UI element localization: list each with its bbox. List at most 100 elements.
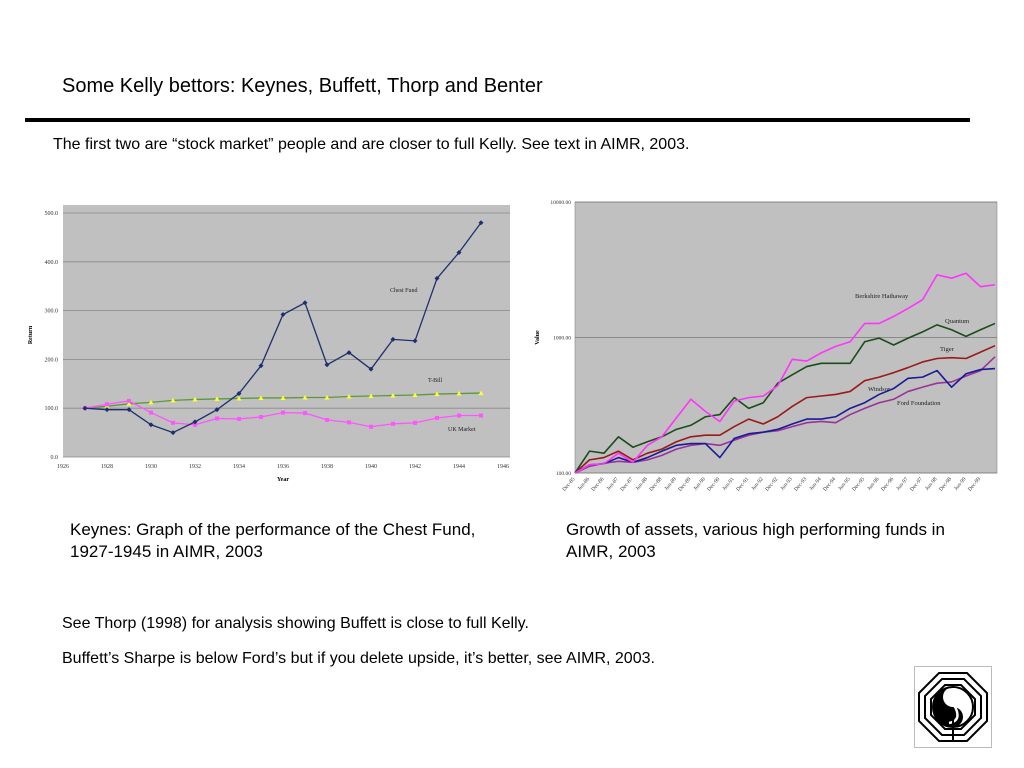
y-tick-label: 0.0 bbox=[51, 455, 59, 461]
y-tick-label: 100.00 bbox=[556, 471, 571, 477]
data-point bbox=[391, 421, 395, 426]
series-line-windsor bbox=[574, 367, 996, 474]
data-point bbox=[368, 366, 374, 372]
y-axis-label: Return bbox=[28, 325, 34, 344]
data-point bbox=[390, 393, 396, 398]
data-point bbox=[302, 394, 308, 400]
x-tick-label: Dec-93 bbox=[793, 476, 808, 492]
y-axis-label: Value bbox=[535, 330, 541, 345]
series-label-tiger: Tiger bbox=[940, 346, 955, 353]
x-tick-label: Jun-92 bbox=[751, 476, 765, 492]
x-axis-label: Year bbox=[277, 477, 289, 483]
series-line-berkshire-hathaway bbox=[574, 272, 996, 474]
data-point bbox=[215, 416, 219, 421]
data-point bbox=[171, 420, 175, 425]
x-tick-label: 1936 bbox=[277, 464, 289, 470]
x-tick-label: Jun-91 bbox=[722, 476, 736, 492]
data-point bbox=[368, 393, 374, 398]
data-point bbox=[280, 312, 286, 318]
data-point bbox=[302, 300, 308, 306]
x-tick-label: 1938 bbox=[321, 464, 333, 470]
caption-right: Growth of assets, various high performin… bbox=[566, 520, 945, 561]
series-label-quantum: Quantum bbox=[945, 318, 969, 325]
data-point bbox=[148, 399, 154, 405]
data-point bbox=[434, 391, 440, 397]
y-tick-label: 100.0 bbox=[45, 406, 59, 412]
x-tick-label: Dec-94 bbox=[822, 476, 837, 492]
y-tick-label: 200.0 bbox=[45, 357, 59, 363]
x-tick-label: Dec-85 bbox=[562, 476, 577, 492]
data-point bbox=[347, 420, 351, 425]
data-point bbox=[325, 417, 329, 422]
x-tick-label: 1930 bbox=[145, 464, 157, 470]
data-point bbox=[237, 416, 241, 421]
data-point bbox=[126, 407, 132, 413]
data-point bbox=[457, 413, 461, 418]
series-label-ford-foundation: Ford Foundation bbox=[897, 400, 941, 407]
x-tick-label: Dec-97 bbox=[909, 476, 924, 492]
x-tick-label: Jun-89 bbox=[664, 476, 678, 492]
x-tick-label: Jun-99 bbox=[953, 476, 967, 492]
data-point bbox=[170, 430, 176, 436]
data-point bbox=[456, 250, 462, 256]
y-tick-label: 1000.00 bbox=[553, 336, 571, 342]
data-point bbox=[193, 422, 197, 427]
x-tick-label: Jun-86 bbox=[577, 476, 591, 492]
data-point bbox=[435, 415, 439, 420]
series-label-berkshire-hathaway: Berkshire Hathaway bbox=[855, 293, 909, 300]
x-tick-label: Jun-96 bbox=[866, 476, 880, 492]
data-point bbox=[104, 407, 110, 413]
data-point bbox=[214, 407, 220, 413]
y-tick-label: 10000.00 bbox=[550, 200, 571, 206]
x-tick-label: Dec-95 bbox=[851, 476, 866, 492]
data-point bbox=[149, 410, 153, 415]
x-tick-label: Dec-88 bbox=[648, 476, 663, 492]
data-point bbox=[281, 410, 285, 415]
data-point bbox=[280, 395, 286, 400]
x-tick-label: 1926 bbox=[57, 464, 69, 470]
data-point bbox=[126, 401, 132, 406]
x-tick-label: Jun-95 bbox=[837, 476, 851, 492]
y-tick-label: 300.0 bbox=[45, 309, 59, 315]
data-point bbox=[478, 220, 484, 226]
data-point bbox=[236, 391, 242, 397]
series-label-windsor: Windsor bbox=[868, 386, 891, 393]
data-point bbox=[413, 420, 417, 425]
data-point bbox=[479, 413, 483, 418]
x-tick-label: 1946 bbox=[497, 464, 509, 470]
x-tick-label: Jun-98 bbox=[924, 476, 938, 492]
data-point bbox=[412, 338, 418, 344]
data-point bbox=[192, 396, 198, 402]
bagua-logo bbox=[914, 666, 992, 748]
x-tick-label: Dec-90 bbox=[706, 476, 721, 492]
x-tick-label: Jun-87 bbox=[606, 476, 620, 492]
x-tick-label: Dec-96 bbox=[880, 476, 895, 492]
x-tick-label: Jun-97 bbox=[895, 476, 909, 492]
data-point bbox=[478, 390, 484, 396]
x-tick-label: Jun-94 bbox=[809, 476, 823, 492]
x-tick-label: 1944 bbox=[453, 464, 465, 470]
series-label-chest-fund: Chest Fund bbox=[390, 288, 418, 294]
data-point bbox=[192, 419, 198, 425]
data-point bbox=[390, 336, 396, 342]
data-point bbox=[258, 395, 264, 400]
x-tick-label: Dec-91 bbox=[735, 476, 750, 492]
data-point bbox=[346, 393, 352, 399]
series-line-ford-foundation bbox=[574, 356, 996, 474]
caption-left: Keynes: Graph of the performance of the … bbox=[70, 520, 476, 561]
title-divider bbox=[25, 118, 970, 122]
data-point bbox=[259, 414, 263, 419]
data-point bbox=[236, 395, 242, 401]
x-tick-label: 1934 bbox=[233, 464, 245, 470]
x-tick-label: 1940 bbox=[365, 464, 377, 470]
data-point bbox=[324, 362, 330, 368]
x-tick-label: Dec-99 bbox=[967, 476, 982, 492]
data-point bbox=[412, 392, 418, 398]
data-point bbox=[170, 397, 176, 403]
x-tick-label: 1942 bbox=[409, 464, 421, 470]
x-tick-label: 1928 bbox=[101, 464, 113, 470]
data-point bbox=[303, 411, 307, 416]
x-tick-label: Dec-89 bbox=[677, 476, 692, 492]
